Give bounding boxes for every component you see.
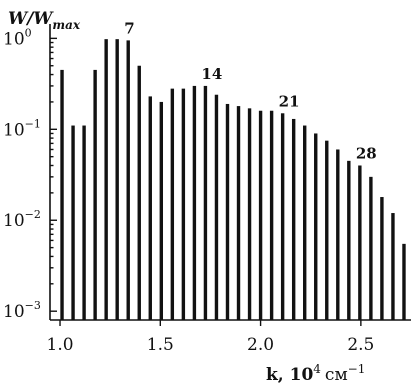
bar-1 xyxy=(60,69,64,320)
bar-5 xyxy=(104,39,108,321)
bar-32 xyxy=(402,243,406,320)
ylabel-subscript: max xyxy=(52,18,80,32)
annotation-28: 28 xyxy=(356,144,377,162)
bar-4 xyxy=(93,69,97,320)
xlabel-main: k, 10 xyxy=(266,365,313,385)
bar-19 xyxy=(258,110,263,320)
bar-8 xyxy=(137,65,141,321)
bar-3 xyxy=(82,125,86,320)
bar-7 xyxy=(126,40,130,321)
y-tick-exponent: −2 xyxy=(25,208,41,221)
bars xyxy=(60,39,406,321)
bar-22 xyxy=(291,118,296,320)
bar-16 xyxy=(225,103,230,320)
bar-2 xyxy=(71,125,75,320)
bar-28 xyxy=(358,165,362,320)
bar-11 xyxy=(170,88,175,321)
bar-14 xyxy=(203,85,208,320)
xlabel-unit-exponent: −1 xyxy=(348,362,366,376)
x-tick-labels: 1.0 1.5 2.0 2.5 xyxy=(47,335,375,355)
y-tick-exponent: 0 xyxy=(25,26,32,39)
y-tick-base: 10 xyxy=(3,302,25,322)
y-tick-exponent: −3 xyxy=(25,299,41,312)
bar-15 xyxy=(214,94,219,320)
y-axis-title: W/Wmax xyxy=(8,9,81,32)
bar-20 xyxy=(269,110,274,320)
y-tick-label: 100 xyxy=(3,26,32,49)
annotations: 7 14 21 28 xyxy=(124,19,377,162)
y-tick-base: 10 xyxy=(3,211,25,231)
y-tick-base: 10 xyxy=(3,29,25,49)
bar-10 xyxy=(159,101,164,320)
bar-29 xyxy=(369,176,373,320)
bar-30 xyxy=(380,197,384,320)
x-tick-label: 1.0 xyxy=(47,335,74,355)
y-tick-base: 10 xyxy=(3,120,25,140)
bar-17 xyxy=(236,106,241,320)
annotation-14: 14 xyxy=(201,65,222,83)
bar-27 xyxy=(347,160,351,320)
annotation-21: 21 xyxy=(279,92,300,110)
x-axis-title: k, 104 см−1 xyxy=(266,362,365,385)
bar-26 xyxy=(336,149,340,320)
x-tick-label: 2.5 xyxy=(347,335,374,355)
x-tick-label: 2.0 xyxy=(247,335,274,355)
ylabel-main: W/W xyxy=(8,9,54,29)
bar-6 xyxy=(115,39,119,321)
bar-23 xyxy=(303,125,307,320)
y-tick-exponent: −1 xyxy=(25,117,41,130)
bar-21 xyxy=(280,113,285,320)
bar-31 xyxy=(391,213,395,320)
bar-12 xyxy=(181,88,186,321)
y-tick-label: 10−3 xyxy=(3,299,41,322)
x-tick-label: 1.5 xyxy=(147,335,174,355)
y-tick-label: 10−2 xyxy=(3,208,41,231)
xlabel-unit: см xyxy=(325,365,348,385)
bar-18 xyxy=(247,108,252,320)
y-tick-label: 10−1 xyxy=(3,117,41,140)
xlabel-exponent: 4 xyxy=(313,362,321,376)
bar-9 xyxy=(148,96,152,320)
bar-24 xyxy=(314,133,318,320)
bar-25 xyxy=(325,140,329,320)
bar-13 xyxy=(192,85,197,320)
svg-text:W/Wmax: W/Wmax xyxy=(8,9,81,32)
annotation-7: 7 xyxy=(124,19,134,37)
